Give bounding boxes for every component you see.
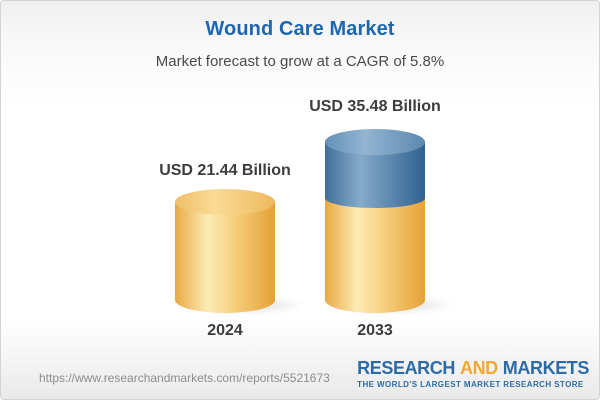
bar-2024-top-cap — [175, 189, 275, 215]
chart-title: Wound Care Market — [205, 18, 395, 40]
bar-2033-top-cap — [325, 129, 425, 155]
logo-word-markets: MARKETS — [502, 358, 590, 378]
logo-word-and: AND — [459, 358, 498, 378]
research-and-markets-logo: RESEARCH AND MARKETS THE WORLD'S LARGEST… — [357, 359, 589, 389]
logo-wordmark: RESEARCH AND MARKETS — [357, 359, 589, 378]
bar-2024-cylinder — [175, 189, 305, 314]
logo-word-research: RESEARCH — [357, 358, 455, 378]
chart-subtitle: Market forecast to grow at a CAGR of 5.8… — [155, 53, 445, 70]
category-label-2033: 2033 — [357, 322, 393, 339]
bar-2033-cylinder — [325, 129, 455, 314]
value-label-2033: USD 35.48 Billion — [309, 98, 441, 115]
report-url: https://www.researchandmarkets.com/repor… — [39, 371, 330, 385]
category-label-2024: 2024 — [207, 322, 243, 339]
value-label-2024: USD 21.44 Billion — [159, 162, 291, 179]
logo-tagline: THE WORLD'S LARGEST MARKET RESEARCH STOR… — [357, 379, 584, 389]
